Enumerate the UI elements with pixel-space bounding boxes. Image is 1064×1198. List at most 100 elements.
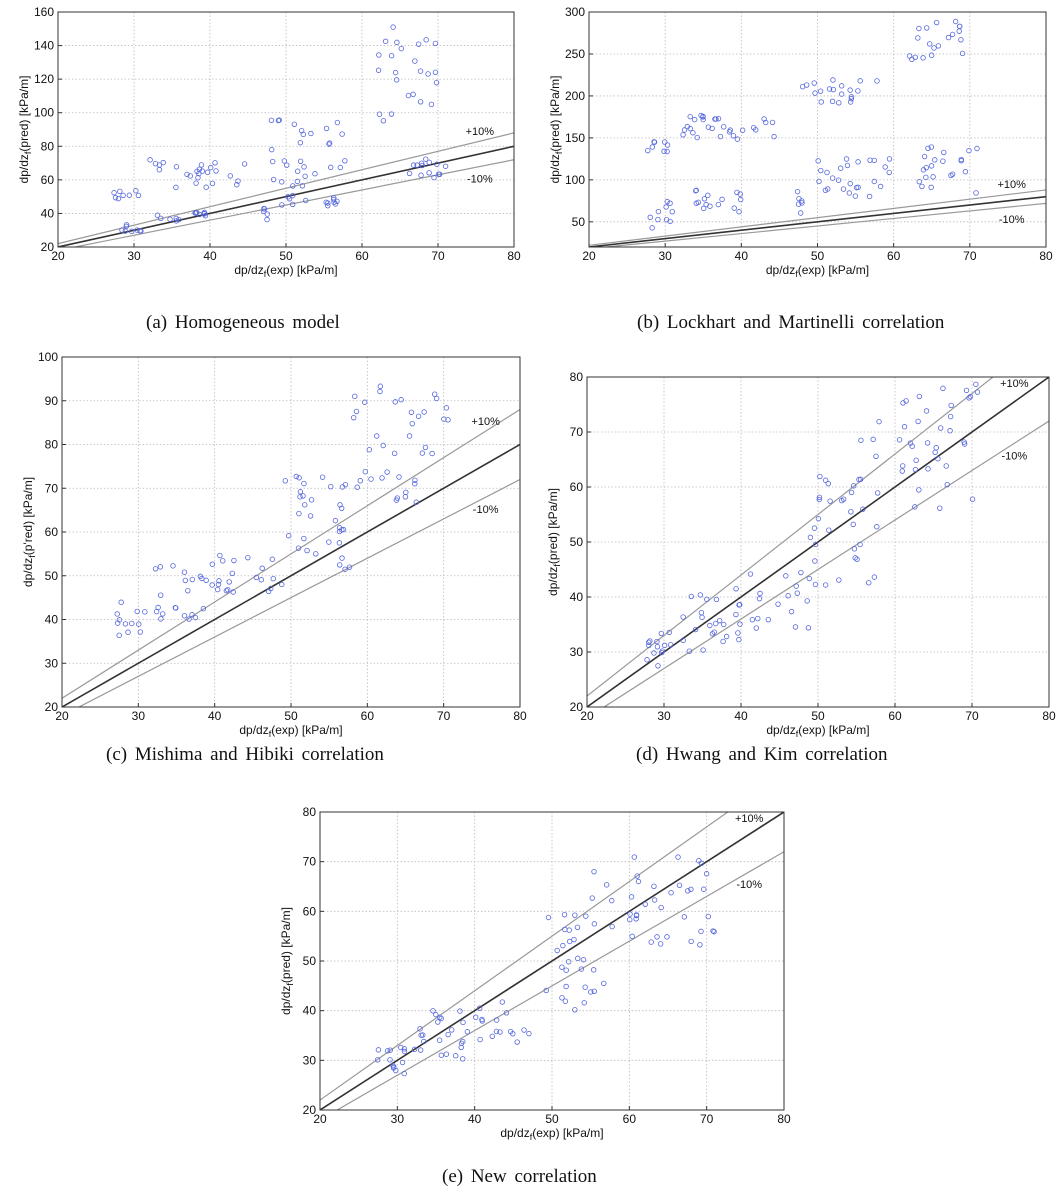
data-point xyxy=(969,496,976,502)
data-point xyxy=(846,190,853,196)
x-tick-label: 40 xyxy=(468,1112,482,1126)
data-point xyxy=(433,79,440,86)
data-point xyxy=(366,446,373,453)
data-point xyxy=(761,116,767,122)
data-point xyxy=(420,1032,426,1038)
data-point xyxy=(871,178,877,185)
data-point xyxy=(940,385,946,392)
data-point xyxy=(711,928,717,935)
y-tick-label: 300 xyxy=(565,5,585,19)
x-tick-label: 40 xyxy=(208,709,222,723)
data-point xyxy=(738,196,744,203)
data-point xyxy=(860,506,866,512)
data-point xyxy=(720,638,726,645)
data-point xyxy=(829,175,836,181)
data-point xyxy=(382,38,389,45)
data-point xyxy=(387,1057,393,1063)
data-point xyxy=(974,389,981,395)
reference-lines xyxy=(320,812,784,1110)
data-point xyxy=(815,515,822,522)
data-point xyxy=(591,921,598,927)
data-point xyxy=(173,184,179,191)
x-tick-label: 80 xyxy=(777,1112,791,1126)
data-point xyxy=(664,142,671,148)
data-point xyxy=(436,1037,443,1043)
data-point xyxy=(354,484,360,490)
data-point xyxy=(259,565,265,571)
data-point xyxy=(657,941,664,947)
data-point xyxy=(649,225,655,231)
data-point xyxy=(279,179,285,185)
data-point xyxy=(644,657,650,663)
data-point xyxy=(403,489,409,496)
data-point xyxy=(830,77,836,83)
data-point xyxy=(153,608,160,615)
data-point xyxy=(123,222,130,228)
data-point xyxy=(824,169,830,176)
data-point xyxy=(111,190,117,196)
data-point xyxy=(916,25,922,32)
data-point xyxy=(561,911,568,918)
data-point xyxy=(925,466,931,472)
data-point xyxy=(116,632,122,639)
data-point xyxy=(668,889,674,896)
data-point xyxy=(631,854,638,860)
data-point xyxy=(394,495,401,501)
data-point xyxy=(245,554,251,561)
data-point xyxy=(850,521,856,528)
y-axis-label: dp/dzf(pred) [kPa/m] xyxy=(548,76,564,184)
data-point xyxy=(699,614,705,621)
data-point xyxy=(695,199,701,206)
data-point xyxy=(925,145,931,151)
data-point xyxy=(493,1028,500,1035)
data-point xyxy=(284,162,290,168)
data-point xyxy=(117,188,123,195)
data-point xyxy=(736,636,742,643)
data-point xyxy=(142,609,148,615)
data-point xyxy=(737,191,743,197)
data-point xyxy=(443,405,450,411)
data-point xyxy=(822,477,829,483)
data-point xyxy=(582,984,588,990)
reference-lines xyxy=(589,189,1046,247)
data-point xyxy=(659,648,666,654)
data-point xyxy=(739,127,746,133)
data-point xyxy=(931,45,937,51)
data-point xyxy=(514,1039,520,1045)
data-point xyxy=(765,616,771,623)
data-point xyxy=(928,144,935,150)
data-point xyxy=(298,127,305,134)
data-point xyxy=(438,1052,445,1058)
data-point xyxy=(281,158,288,164)
data-point xyxy=(426,159,432,166)
data-point xyxy=(855,88,861,94)
data-point xyxy=(847,99,854,105)
data-point xyxy=(217,552,223,559)
data-point xyxy=(326,539,332,545)
caption-e: (e) New correlation xyxy=(442,1166,597,1187)
minus-10-line xyxy=(77,478,520,707)
data-point xyxy=(565,959,572,965)
data-point xyxy=(408,409,415,415)
data-point xyxy=(840,186,847,192)
data-point xyxy=(684,123,691,130)
data-point xyxy=(377,388,383,395)
data-point xyxy=(847,87,853,93)
data-point xyxy=(848,94,855,100)
data-point xyxy=(479,1018,485,1024)
data-point xyxy=(715,201,722,208)
y-tick-label: 20 xyxy=(303,1103,317,1117)
x-tick-label: 60 xyxy=(355,249,369,263)
data-point xyxy=(128,228,135,234)
data-point xyxy=(214,586,221,593)
data-point xyxy=(302,173,308,179)
data-point xyxy=(680,132,686,138)
data-point xyxy=(973,381,979,388)
data-point xyxy=(379,475,385,481)
data-point xyxy=(651,897,658,903)
data-point xyxy=(877,183,884,190)
data-point xyxy=(235,178,241,184)
data-point xyxy=(850,483,857,489)
data-point xyxy=(700,113,706,120)
data-point xyxy=(390,1065,397,1071)
